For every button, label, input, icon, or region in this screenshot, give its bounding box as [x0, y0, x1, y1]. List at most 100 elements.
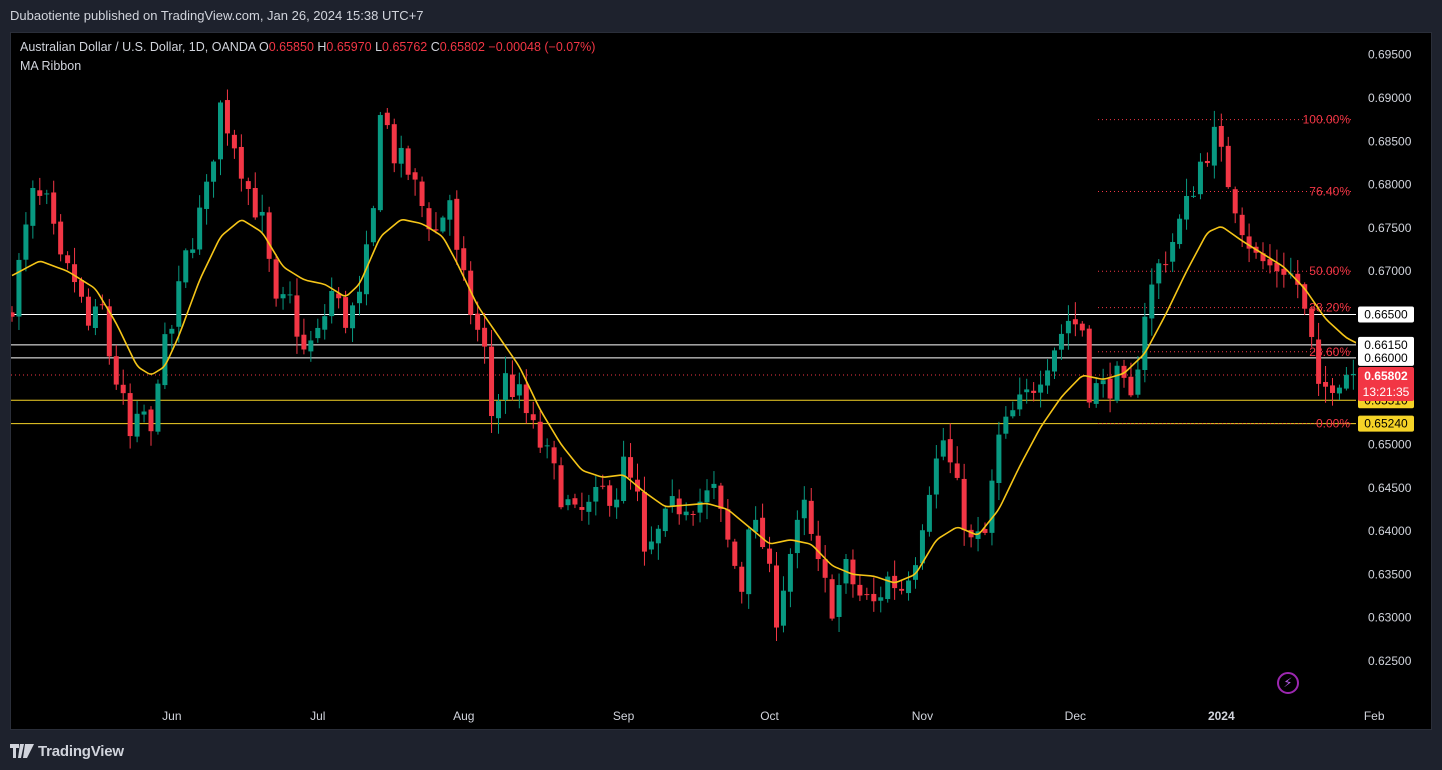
close-label: C: [430, 40, 440, 54]
candle-body: [176, 281, 182, 327]
symbol-title: Australian Dollar / U.S. Dollar, 1D, OAN…: [20, 40, 256, 54]
candle-body: [523, 384, 529, 414]
candle-body: [1197, 161, 1203, 195]
price-level-tag-text: 0.66150: [1364, 338, 1408, 352]
candle-body: [1156, 263, 1162, 284]
price-level-tag-bg: [1358, 336, 1414, 353]
candle-body: [127, 393, 133, 437]
candle-body: [496, 401, 501, 419]
price-level-tag-text: 0.66000: [1364, 351, 1408, 365]
chart-frame[interactable]: [10, 32, 1432, 730]
candle-body: [669, 496, 675, 507]
x-tick-label: Dec: [1065, 709, 1086, 723]
candle-body: [30, 187, 36, 226]
candle-body: [808, 500, 814, 534]
footer-bar: TradingView: [0, 732, 1442, 770]
candle-body: [44, 193, 50, 195]
price-level-tag: 0.66150: [1358, 336, 1414, 353]
candle-body: [454, 198, 460, 250]
candle-body: [787, 553, 793, 592]
y-tick-label: 0.64500: [1368, 481, 1412, 495]
candle-body: [1260, 253, 1266, 262]
candle-body: [711, 483, 717, 488]
candle-body: [266, 212, 272, 259]
x-tick-label: Oct: [760, 709, 779, 723]
candle-body: [287, 294, 293, 296]
y-tick-label: 0.69000: [1368, 91, 1412, 105]
last-price-countdown: 13:21:35: [1363, 385, 1410, 399]
candle-body: [1031, 390, 1037, 393]
indicator-name[interactable]: MA Ribbon: [20, 59, 82, 73]
candle-body: [65, 255, 71, 264]
candle-body: [1184, 196, 1190, 220]
candle-body: [183, 250, 189, 283]
candle-body: [697, 501, 703, 513]
candle-body: [961, 478, 967, 531]
y-tick-label: 0.67000: [1368, 264, 1412, 278]
bolt-icon[interactable]: ⚡: [1277, 672, 1299, 694]
candle-body: [190, 249, 196, 253]
candle-body: [120, 384, 126, 394]
candle-body: [370, 208, 376, 243]
candle-body: [1093, 383, 1099, 404]
candle-body: [593, 486, 599, 502]
candle-body: [315, 327, 321, 339]
candle-body: [648, 541, 654, 550]
candle-body: [357, 291, 362, 304]
last-price-tag-value: 0.65802: [1364, 369, 1408, 383]
high-value: 0.65970: [326, 40, 372, 54]
candle-body: [350, 305, 356, 329]
candle-body: [1045, 370, 1051, 386]
ohlc-row: Australian Dollar / U.S. Dollar, 1D, OAN…: [20, 38, 595, 57]
tradingview-logo-icon: [10, 744, 34, 758]
candle-body: [294, 295, 300, 337]
candle-body: [600, 485, 606, 487]
y-tick-label: 0.67500: [1368, 221, 1412, 235]
candle-body: [878, 597, 884, 601]
candle-body: [280, 294, 286, 299]
x-tick-label: Jul: [310, 709, 325, 723]
x-tick-label: 2024: [1208, 709, 1235, 723]
candle-body: [85, 296, 91, 326]
candle-body: [850, 559, 856, 585]
candle-body: [329, 291, 335, 317]
candle-body: [822, 559, 828, 578]
candle-body: [774, 565, 779, 628]
candle-body: [391, 124, 397, 164]
candle-body: [155, 383, 161, 432]
candle-body: [1003, 416, 1009, 434]
candle-body: [614, 499, 620, 508]
candle-body: [419, 181, 425, 206]
candle-body: [1343, 374, 1349, 389]
candle-body: [1295, 273, 1301, 285]
publish-info: Dubaotiente published on TradingView.com…: [10, 8, 424, 23]
fib-level-label: 38.20%: [1309, 301, 1350, 315]
low-label: L: [375, 40, 383, 54]
candle-body: [238, 146, 244, 179]
price-level-tag-bg: [1358, 306, 1414, 323]
candle-body: [579, 507, 585, 510]
candle-body: [259, 211, 265, 216]
candle-body: [1086, 328, 1092, 403]
y-tick-label: 0.63000: [1368, 611, 1412, 625]
price-level-tag-text: 0.66500: [1364, 308, 1408, 322]
candle-body: [343, 297, 349, 328]
tradingview-logo[interactable]: TradingView: [10, 741, 124, 761]
fib-level-label: 50.00%: [1309, 264, 1350, 278]
candle-body: [662, 508, 668, 532]
candle-body: [106, 306, 112, 357]
candle-body: [544, 445, 550, 447]
candle-body: [704, 490, 710, 503]
candle-body: [551, 447, 557, 464]
candle-body: [1107, 378, 1113, 399]
candle-body: [516, 384, 522, 396]
candle-body: [1330, 385, 1335, 393]
candle-body: [1149, 284, 1155, 319]
y-tick-label: 0.69500: [1368, 48, 1412, 62]
candle-body: [899, 588, 905, 591]
candle-body: [801, 499, 807, 519]
candle-body: [308, 340, 314, 352]
candle-body: [1163, 264, 1169, 266]
candle-body: [113, 356, 119, 385]
